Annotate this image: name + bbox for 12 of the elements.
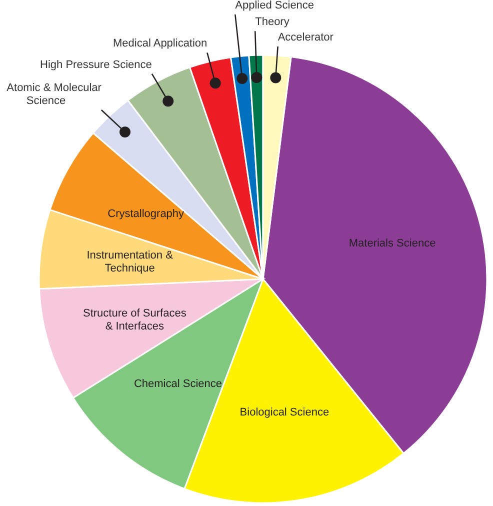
slice-label: Theory	[255, 16, 290, 28]
slice-label: Structure of Surfaces & Interfaces	[83, 307, 187, 332]
slice-label: Accelerator	[278, 31, 334, 44]
slice-label: Atomic & Molecular Science	[6, 82, 102, 107]
slice-label: Chemical Science	[134, 378, 222, 390]
slice-label: Biological Science	[240, 406, 330, 419]
slice-label: High Pressure Science	[40, 58, 152, 71]
slice-label: Applied Science	[235, 0, 314, 12]
slice-label: Crystallography	[108, 208, 185, 220]
slice-label: Materials Science	[348, 237, 436, 250]
slice-label: Medical Application	[113, 38, 208, 50]
slice-label: Instrumentation & Technique	[86, 249, 174, 274]
